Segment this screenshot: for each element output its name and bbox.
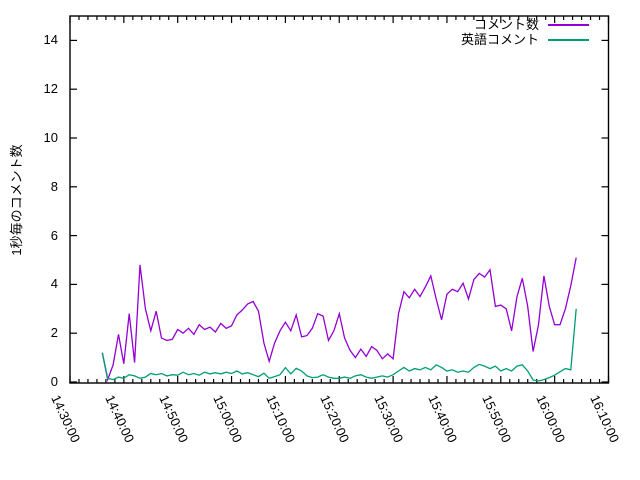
y-tick-label: 12 (43, 81, 58, 97)
legend: コメント数 英語コメント (461, 17, 589, 47)
y-tick-label: 8 (50, 178, 58, 194)
y-tick-label: 2 (50, 325, 58, 341)
legend-label-english-comments: 英語コメント (460, 32, 539, 47)
y-tick-label: 14 (43, 32, 58, 48)
y-tick-label: 0 (50, 374, 58, 389)
legend-line-sample-comments (548, 23, 589, 26)
series-line-0 (101, 257, 577, 382)
legend-row-comments: コメント数 (461, 17, 589, 32)
legend-label-comments: コメント数 (473, 17, 539, 32)
plot-border (69, 15, 610, 384)
y-tick-label: 10 (43, 130, 58, 145)
y-tick-label: 6 (50, 227, 58, 243)
legend-row-english-comments: 英語コメント (461, 32, 589, 47)
y-tick-label: 4 (50, 276, 58, 292)
legend-line-sample-english-comments (548, 38, 589, 41)
series-line-1 (101, 308, 577, 382)
